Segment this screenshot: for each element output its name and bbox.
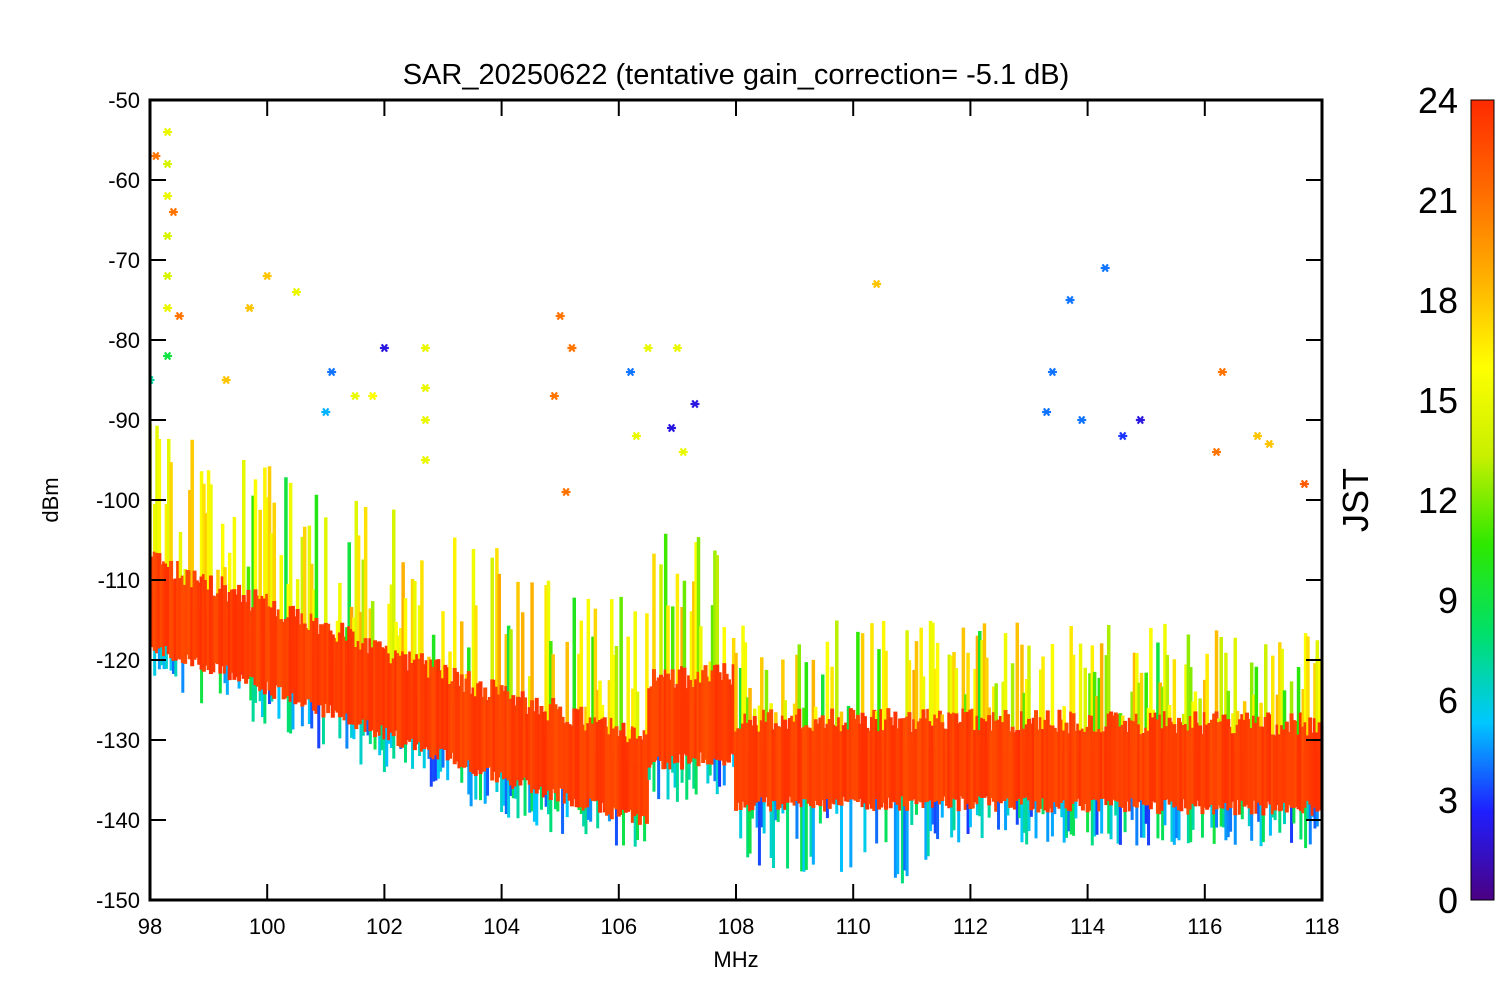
data-point xyxy=(163,159,173,169)
data-point xyxy=(631,431,641,441)
y-tick-label: -50 xyxy=(108,88,140,113)
data-point xyxy=(690,399,700,409)
data-point xyxy=(350,391,360,401)
x-tick-label: 116 xyxy=(1187,914,1222,939)
data-point xyxy=(678,447,688,457)
data-point xyxy=(1299,479,1309,489)
y-tick-label: -70 xyxy=(108,248,140,273)
y-tick-label: -130 xyxy=(96,728,140,753)
data-point xyxy=(1135,415,1145,425)
data-point xyxy=(420,383,430,393)
data-point xyxy=(555,311,565,321)
data-point xyxy=(174,311,184,321)
y-axis-label: dBm xyxy=(38,477,63,522)
data-point xyxy=(1264,439,1274,449)
y-tick-label: -60 xyxy=(108,168,140,193)
x-axis-label: MHz xyxy=(713,947,758,972)
colorbar-tick-label: 9 xyxy=(1438,580,1458,621)
data-point xyxy=(1253,431,1263,441)
y-tick-label: -140 xyxy=(96,808,140,833)
data-point xyxy=(368,391,378,401)
colorbar-tick-label: 18 xyxy=(1418,280,1458,321)
x-tick-label: 114 xyxy=(1070,914,1105,939)
spectrum-noise-band xyxy=(150,423,1322,884)
colorbar-tick-label: 0 xyxy=(1438,880,1458,921)
scatter-points xyxy=(150,127,1309,497)
data-point xyxy=(1212,447,1222,457)
data-point xyxy=(163,303,173,313)
data-point xyxy=(321,407,331,417)
data-point xyxy=(163,271,173,281)
data-point xyxy=(221,375,231,385)
x-tick-label: 118 xyxy=(1304,914,1339,939)
x-tick-label: 106 xyxy=(600,914,637,939)
x-tick-label: 104 xyxy=(483,914,520,939)
data-point xyxy=(567,343,577,353)
data-point xyxy=(420,455,430,465)
data-point xyxy=(327,367,337,377)
data-point xyxy=(151,151,161,161)
data-point xyxy=(561,487,571,497)
data-point xyxy=(150,375,155,385)
y-axis: -50 -60 -70 -80 -90 -100 -110 -120 -130 -140 -150 xyxy=(96,88,1322,913)
data-point xyxy=(163,231,173,241)
colorbar-ticks: 0 3 6 9 12 15 18 21 24 xyxy=(1418,80,1458,921)
x-tick-label: 110 xyxy=(836,914,871,939)
data-point xyxy=(420,415,430,425)
data-point xyxy=(379,343,389,353)
y-tick-label: -90 xyxy=(108,408,140,433)
data-point xyxy=(1047,367,1057,377)
data-point xyxy=(1042,407,1052,417)
data-point xyxy=(872,279,882,289)
x-tick-label: 98 xyxy=(138,914,162,939)
data-point xyxy=(549,391,559,401)
data-point xyxy=(1118,431,1128,441)
colorbar-tick-label: 12 xyxy=(1418,480,1458,521)
x-tick-label: 108 xyxy=(718,914,755,939)
colorbar: 0 3 6 9 12 15 18 21 24 JST xyxy=(1335,80,1495,921)
data-point xyxy=(262,271,272,281)
x-tick-label: 100 xyxy=(249,914,286,939)
colorbar-strip xyxy=(1470,99,1495,901)
chart-title: SAR_20250622 (tentative gain_correction=… xyxy=(403,59,1070,91)
colorbar-tick-label: 21 xyxy=(1418,180,1458,221)
y-tick-label: -120 xyxy=(96,648,140,673)
y-tick-label: -80 xyxy=(108,328,140,353)
data-point xyxy=(1065,295,1075,305)
data-point xyxy=(163,127,173,137)
data-point xyxy=(626,367,636,377)
data-point xyxy=(168,207,178,217)
data-point xyxy=(163,351,173,361)
y-tick-label: -100 xyxy=(96,488,140,513)
x-axis: 98 100 102 104 106 108 110 112 114 116 118 xyxy=(138,100,1340,939)
data-point xyxy=(667,423,677,433)
y-tick-label: -110 xyxy=(98,568,140,593)
data-point xyxy=(292,287,301,297)
data-point xyxy=(1077,415,1087,425)
colorbar-tick-label: 6 xyxy=(1438,680,1458,721)
data-point xyxy=(420,343,430,353)
plot-area xyxy=(150,127,1322,884)
x-tick-label: 112 xyxy=(953,914,988,939)
data-point xyxy=(643,343,653,353)
data-point xyxy=(245,303,255,313)
x-tick-label: 102 xyxy=(366,914,403,939)
data-point xyxy=(1100,263,1110,273)
y-tick-label: -150 xyxy=(96,888,140,913)
colorbar-tick-label: 15 xyxy=(1418,380,1458,421)
colorbar-label: JST xyxy=(1335,468,1376,532)
data-point xyxy=(672,343,682,353)
colorbar-tick-label: 24 xyxy=(1418,80,1458,121)
data-point xyxy=(1217,367,1227,377)
colorbar-tick-label: 3 xyxy=(1438,780,1458,821)
data-point xyxy=(163,191,173,201)
